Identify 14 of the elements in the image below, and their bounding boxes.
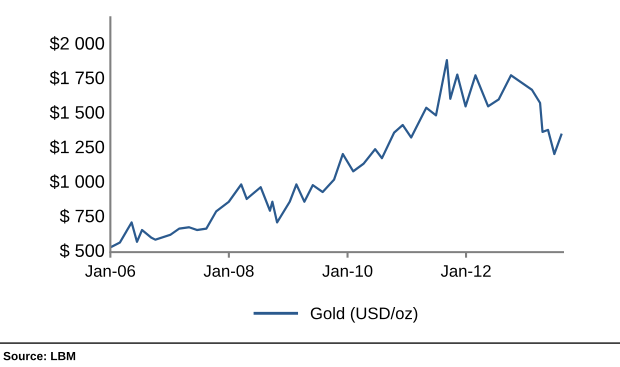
x-tick-label: Jan-12 bbox=[440, 265, 491, 277]
y-tick-label: $1 000 bbox=[50, 174, 104, 189]
x-tick-label: Jan-06 bbox=[85, 265, 136, 277]
y-tick-label: $ 750 bbox=[60, 208, 104, 224]
legend-label: Gold (USD/oz) bbox=[310, 307, 418, 323]
y-tick-label: $2 000 bbox=[50, 36, 104, 51]
y-tick-label: $1 250 bbox=[50, 140, 104, 154]
line-series bbox=[110, 58, 562, 248]
x-tick-label: Jan-10 bbox=[322, 265, 372, 277]
y-tick-label: $1 500 bbox=[50, 105, 104, 120]
y-tick-label: $1 750 bbox=[50, 70, 104, 86]
source-note: Source: LBM bbox=[3, 352, 76, 360]
y-tick-label: $ 500 bbox=[60, 243, 104, 258]
x-tick-label: Jan-08 bbox=[204, 265, 254, 277]
